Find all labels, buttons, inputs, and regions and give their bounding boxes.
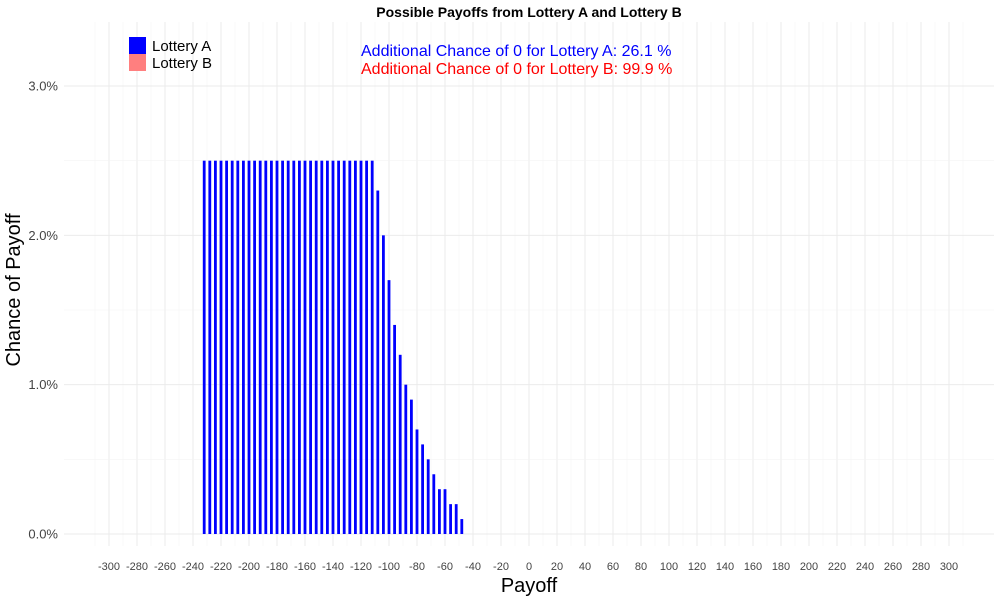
- bar-lottery-a: [342, 160, 346, 535]
- chart-title: Possible Payoffs from Lottery A and Lott…: [376, 4, 681, 20]
- x-tick-label: -180: [266, 561, 288, 573]
- bar-lottery-a: [281, 160, 284, 535]
- legend-swatch-lottery-b: [129, 54, 146, 71]
- x-tick-label: -140: [322, 561, 344, 573]
- x-tick-label: 120: [688, 561, 706, 573]
- bar-lottery-a: [219, 160, 223, 535]
- x-tick-label: 100: [660, 561, 678, 573]
- x-tick-label: 200: [800, 561, 818, 573]
- bar-lottery-a: [393, 324, 396, 534]
- y-tick-label: 3.0%: [28, 79, 58, 94]
- bar-lottery-a: [454, 504, 458, 534]
- x-tick-label: 220: [828, 561, 846, 573]
- bar-lottery-a: [292, 160, 296, 535]
- y-tick-label: 1.0%: [28, 377, 58, 392]
- bar-lottery-a: [202, 160, 206, 535]
- x-tick-label: -160: [294, 561, 316, 573]
- bar-lottery-a: [270, 160, 273, 535]
- bar-lottery-a: [337, 160, 340, 535]
- x-ticks: -300 -280 -260 -240 -220 -200 -180 -160 -140 -120…: [98, 561, 958, 573]
- bar-lottery-a: [354, 160, 357, 535]
- x-tick-label: 40: [579, 561, 591, 573]
- x-tick-label: -220: [210, 561, 232, 573]
- x-tick-label: -200: [238, 561, 260, 573]
- x-tick-label: -60: [437, 561, 453, 573]
- annotation-lottery-a: Additional Chance of 0 for Lottery A: 26…: [361, 43, 671, 60]
- bar-lottery-a: [359, 160, 363, 535]
- x-tick-label: 0: [526, 561, 532, 573]
- bar-lottery-a: [443, 489, 447, 534]
- y-axis-title: Chance of Payoff: [3, 213, 25, 367]
- bar-lottery-a: [370, 160, 374, 535]
- x-tick-label: -240: [182, 561, 204, 573]
- x-tick-label: -80: [409, 561, 425, 573]
- bar-lottery-a: [331, 160, 335, 535]
- bar-lottery-a: [404, 384, 408, 534]
- legend-label-lottery-b: Lottery B: [152, 55, 212, 72]
- bar-lottery-a: [214, 160, 217, 535]
- x-tick-label: 260: [884, 561, 902, 573]
- bar-lottery-a: [438, 489, 441, 534]
- bar-lottery-a: [247, 160, 251, 535]
- bar-lottery-a: [298, 160, 301, 535]
- x-tick-label: 180: [772, 561, 790, 573]
- bar-lottery-a: [309, 160, 312, 535]
- legend: Lottery A Lottery B: [129, 37, 212, 72]
- bar-lottery-a: [382, 235, 385, 534]
- bars: [202, 160, 464, 535]
- x-tick-label: 20: [551, 561, 563, 573]
- x-axis-title: Payoff: [501, 575, 558, 597]
- bar-lottery-a: [275, 160, 279, 535]
- bar-lottery-a: [376, 190, 380, 534]
- bar-lottery-a: [426, 459, 430, 534]
- bar-lottery-a: [286, 160, 290, 535]
- bar-lottery-a: [387, 280, 391, 534]
- x-tick-label: -280: [126, 561, 148, 573]
- bar-lottery-a: [320, 160, 324, 535]
- x-tick-label: -40: [465, 561, 481, 573]
- bar-lottery-a: [225, 160, 228, 535]
- x-tick-label: -120: [350, 561, 372, 573]
- legend-swatch-lottery-a: [129, 37, 146, 54]
- bar-lottery-a: [258, 160, 262, 535]
- bar-lottery-a: [365, 160, 368, 535]
- annotation-lottery-b: Additional Chance of 0 for Lottery B: 99…: [361, 61, 672, 78]
- bar-lottery-a: [415, 429, 419, 534]
- x-tick-label: 300: [940, 561, 958, 573]
- x-tick-label: 80: [635, 561, 647, 573]
- bar-lottery-a: [264, 160, 268, 535]
- bar-lottery-a: [242, 160, 245, 535]
- bar-lottery-a: [208, 160, 212, 535]
- bar-lottery-a: [460, 519, 464, 534]
- bar-lottery-a: [410, 399, 413, 534]
- bar-lottery-a: [398, 354, 402, 534]
- bar-lottery-a: [230, 160, 234, 535]
- bar-lottery-a: [449, 504, 452, 534]
- y-tick-label: 2.0%: [28, 228, 58, 243]
- bar-lottery-a: [303, 160, 307, 535]
- legend-label-lottery-a: Lottery A: [152, 38, 211, 55]
- x-tick-label: -300: [98, 561, 120, 573]
- bar-lottery-a: [314, 160, 318, 535]
- bar-lottery-a: [421, 444, 424, 534]
- x-tick-label: -20: [493, 561, 509, 573]
- y-tick-label: 0.0%: [28, 527, 58, 542]
- x-tick-label: 240: [856, 561, 874, 573]
- x-tick-label: -260: [154, 561, 176, 573]
- x-tick-label: 60: [607, 561, 619, 573]
- bar-lottery-a: [236, 160, 240, 535]
- x-tick-label: 280: [912, 561, 930, 573]
- x-tick-label: 160: [744, 561, 762, 573]
- bar-lottery-a: [326, 160, 329, 535]
- bar-lottery-a: [348, 160, 352, 535]
- bar-lottery-a: [253, 160, 256, 535]
- y-ticks: 0.0% 1.0% 2.0% 3.0%: [28, 79, 58, 542]
- x-tick-label: 140: [716, 561, 734, 573]
- bar-lottery-a: [432, 474, 436, 534]
- x-tick-label: -100: [378, 561, 400, 573]
